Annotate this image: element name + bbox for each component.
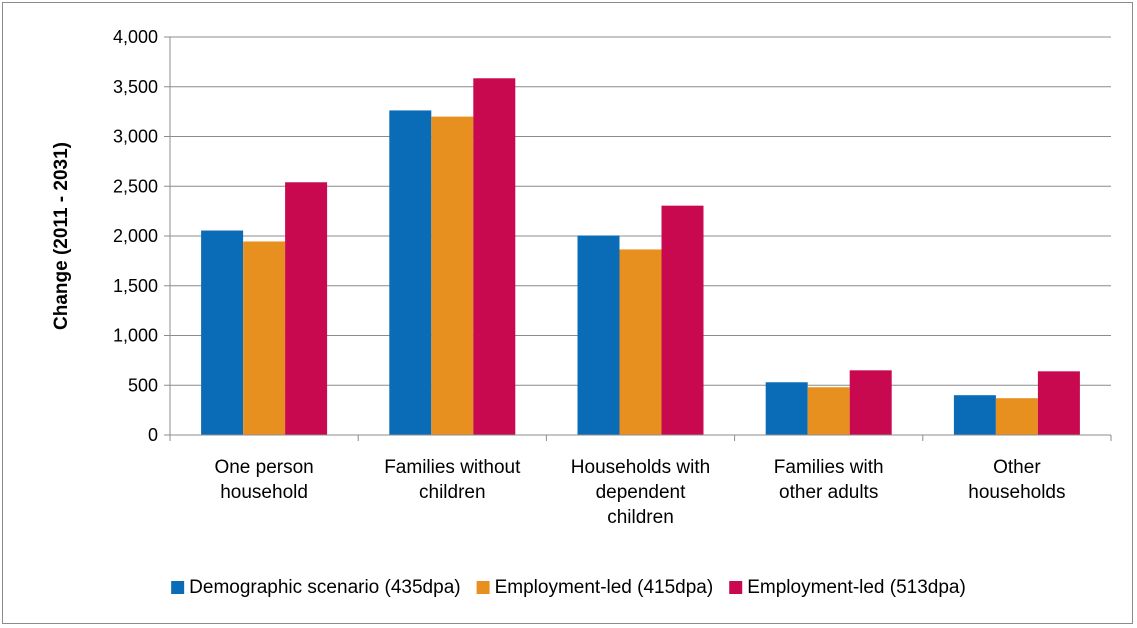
x-category-label: Families with other adults: [774, 457, 884, 503]
y-tick-label: 1,500: [113, 276, 158, 296]
y-tick-label: 2,000: [113, 226, 158, 246]
y-tick-label: 2,500: [113, 176, 158, 196]
x-category-label-line: other adults: [779, 482, 878, 503]
y-tick-label: 500: [128, 375, 158, 395]
legend-label: Demographic scenario (435dpa): [189, 577, 460, 598]
y-tick-label: 3,000: [113, 127, 158, 147]
x-category-labels: One person household Families without child…: [214, 457, 1065, 528]
x-category-label-line: children: [419, 482, 486, 503]
x-category-label: One person household: [214, 457, 313, 503]
bar: [995, 398, 1038, 435]
y-tick-label: 1,000: [113, 326, 158, 346]
legend-item: Employment-led (415dpa): [476, 577, 714, 598]
x-category-label-line: household: [220, 482, 308, 503]
x-category-label-line: Families without: [384, 457, 521, 478]
x-category-label-line: children: [607, 507, 674, 528]
bar: [661, 205, 704, 435]
bar: [619, 249, 662, 435]
bar: [807, 387, 850, 435]
bar: [473, 78, 516, 435]
y-tick-labels: 0 500 1,000 1,500 2,000 2,500 3,000 3,500 4,000: [113, 27, 170, 445]
x-category-label-line: Other: [993, 457, 1041, 478]
y-tick-label: 0: [148, 425, 158, 445]
bar: [285, 182, 328, 435]
bars: [201, 78, 1080, 435]
x-category-label-line: Families with: [774, 457, 884, 478]
legend-label: Employment-led (415dpa): [495, 577, 714, 598]
bar: [1037, 371, 1080, 435]
legend-swatch: [476, 581, 490, 594]
bar: [953, 395, 996, 435]
y-tick-label: 3,500: [113, 77, 158, 97]
bar: [201, 230, 244, 435]
legend-item: Employment-led (513dpa): [729, 577, 966, 598]
bar: [765, 382, 808, 435]
legend: Demographic scenario (435dpa) Employment-…: [171, 577, 966, 598]
x-category-label-line: dependent: [596, 482, 687, 503]
x-category-label: Households with dependent children: [571, 457, 710, 528]
bar: [243, 241, 286, 435]
bar: [849, 370, 892, 435]
x-category-label: Other households: [968, 457, 1065, 503]
bar: [577, 235, 620, 435]
bar: [431, 116, 474, 435]
x-category-label-line: One person: [214, 457, 313, 478]
x-category-label-line: households: [968, 482, 1065, 503]
y-tick-label: 4,000: [113, 27, 158, 47]
legend-label: Employment-led (513dpa): [747, 577, 966, 598]
x-category-label: Families without children: [384, 457, 521, 503]
bar: [389, 110, 432, 435]
legend-item: Demographic scenario (435dpa): [171, 577, 461, 598]
x-category-label-line: Households with: [571, 457, 710, 478]
legend-swatch: [729, 581, 743, 594]
y-axis-label: Change (2011 - 2031): [51, 142, 72, 330]
legend-swatch: [171, 581, 185, 594]
